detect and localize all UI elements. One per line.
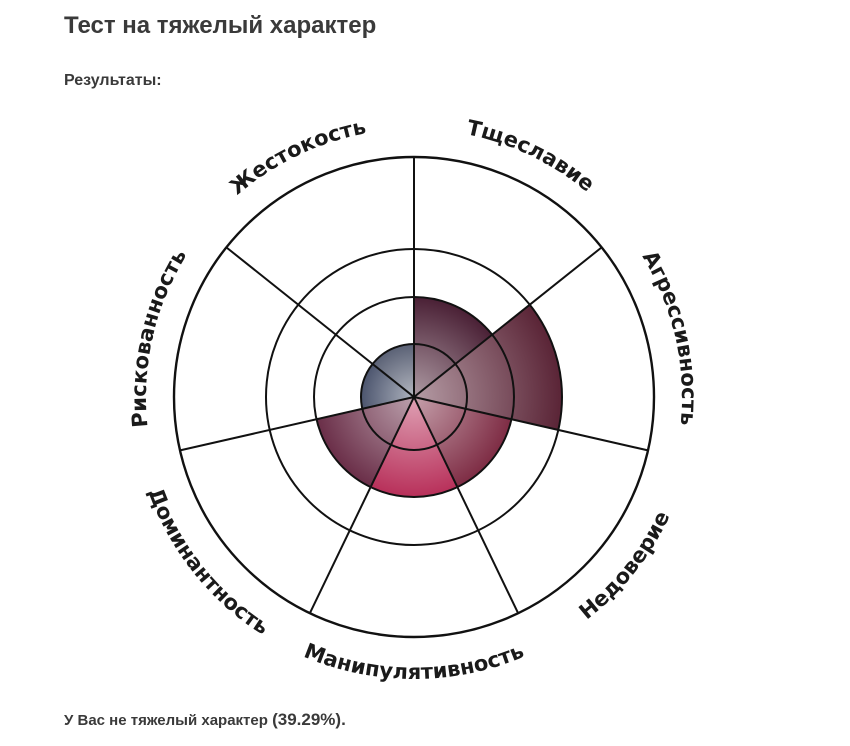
axis-label-text-1: Тщеславие bbox=[465, 115, 599, 196]
result-text: У Вас не тяжелый характер bbox=[64, 712, 268, 729]
grid-layer bbox=[172, 155, 656, 639]
axis-label-text-3: Недоверие bbox=[575, 507, 675, 624]
axis-label-5: Доминантность bbox=[143, 484, 273, 639]
spoke-4 bbox=[413, 396, 520, 614]
results-label: Результаты: bbox=[64, 72, 162, 89]
sector-layer bbox=[316, 297, 563, 498]
result-percent: (39.29%). bbox=[272, 710, 346, 729]
spoke-6 bbox=[179, 396, 415, 452]
axis-label-text-4: Манипулятивность bbox=[301, 639, 527, 684]
sector-1 bbox=[414, 297, 493, 397]
page-title: Тест на тяжелый характер bbox=[64, 12, 377, 39]
axis-label-1: Тщеславие bbox=[465, 115, 599, 196]
axis-label-text-5: Доминантность bbox=[143, 484, 273, 639]
axis-label-4: Манипулятивность bbox=[301, 639, 527, 684]
result-percent-value: 39.29% bbox=[277, 710, 336, 729]
result-percent-close: ). bbox=[335, 710, 346, 729]
spoke-3 bbox=[413, 396, 649, 452]
sector-7 bbox=[372, 344, 414, 397]
axis-label-3: Недоверие bbox=[575, 507, 675, 624]
spoke-5 bbox=[308, 396, 415, 614]
result-percent-open: ( bbox=[272, 710, 278, 729]
sector-2 bbox=[414, 304, 563, 430]
spoke-2 bbox=[413, 246, 603, 398]
result-line: У Вас не тяжелый характер (39.29%). bbox=[64, 710, 346, 730]
sector-6 bbox=[361, 363, 414, 409]
sector-4 bbox=[370, 397, 458, 498]
spoke-7 bbox=[225, 246, 415, 398]
